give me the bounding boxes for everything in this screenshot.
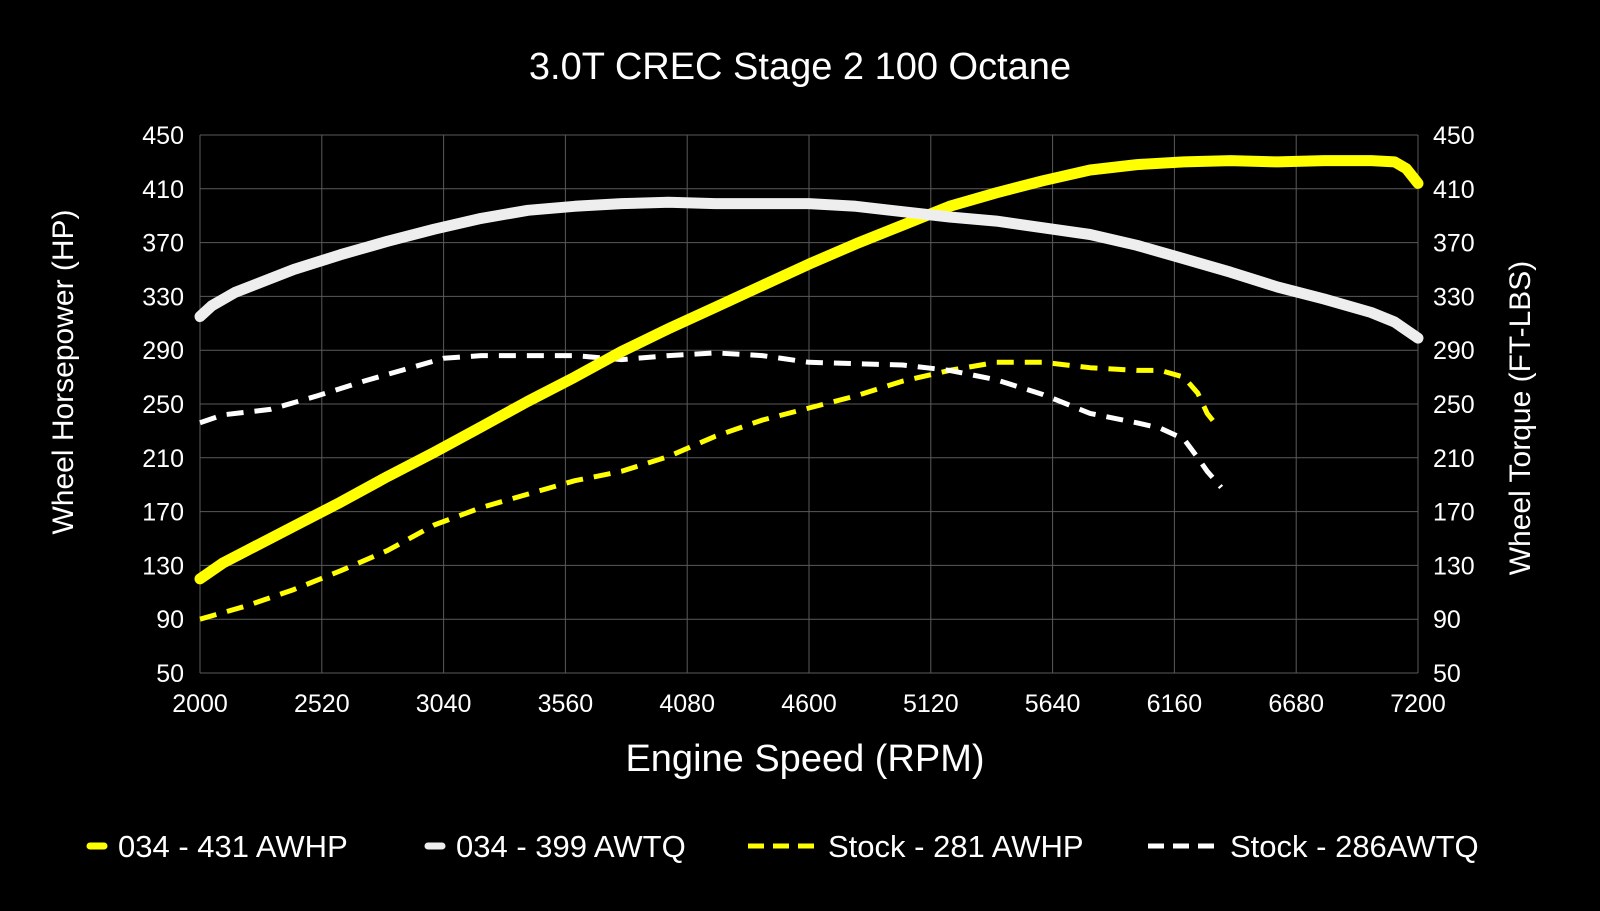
x-tick-label: 5120 — [903, 690, 959, 718]
y-tick-label-right: 250 — [1433, 391, 1475, 419]
legend: 034 - 431 AWHP 034 - 399 AWTQ Stock - 281 … — [86, 829, 1479, 864]
y-axis-right-ticks: 50 90 130 170 210 250 290 330 370 410 450 — [1433, 122, 1475, 688]
x-tick-label: 5640 — [1025, 690, 1081, 718]
y-tick-label-left: 330 — [142, 283, 184, 311]
y-tick-label-left: 130 — [142, 552, 184, 580]
series-line-2 — [194, 196, 1424, 344]
grid — [199, 134, 1419, 674]
y-tick-label-right: 130 — [1433, 552, 1475, 580]
y-tick-label-left: 250 — [142, 391, 184, 419]
x-tick-label: 6680 — [1268, 690, 1324, 718]
y-tick-label-right: 330 — [1433, 283, 1475, 311]
y-axis-right-label: Wheel Torque (FT-LBS) — [1504, 261, 1537, 576]
y-tick-label-right: 90 — [1433, 606, 1461, 634]
y-tick-label-right: 450 — [1433, 122, 1475, 150]
y-tick-label-right: 210 — [1433, 445, 1475, 473]
y-tick-label-right: 370 — [1433, 230, 1475, 258]
y-tick-label-left: 290 — [142, 337, 184, 365]
chart-title: 3.0T CREC Stage 2 100 Octane — [529, 46, 1071, 88]
x-tick-label: 2000 — [172, 690, 228, 718]
y-tick-label-left: 210 — [142, 445, 184, 473]
y-tick-label-left: 410 — [142, 176, 184, 204]
y-tick-label-left: 370 — [142, 230, 184, 258]
x-tick-label: 6160 — [1147, 690, 1203, 718]
x-tick-label: 4080 — [659, 690, 715, 718]
y-tick-label-left: 50 — [156, 660, 184, 688]
y-tick-label-left: 450 — [142, 122, 184, 150]
y-axis-left-label: Wheel Horsepower (HP) — [47, 209, 80, 534]
x-tick-label: 2520 — [294, 690, 350, 718]
y-tick-label-left: 170 — [142, 499, 184, 527]
x-axis-label: Engine Speed (RPM) — [625, 738, 984, 780]
y-tick-label-right: 170 — [1433, 499, 1475, 527]
series-lines — [194, 155, 1424, 622]
legend-label: Stock - 281 AWHP — [828, 829, 1084, 864]
y-tick-label-left: 90 — [156, 606, 184, 634]
x-tick-label: 3040 — [416, 690, 472, 718]
legend-label: 034 - 399 AWTQ — [456, 829, 686, 864]
series-line-3 — [199, 359, 1221, 622]
series-line-1 — [194, 155, 1424, 585]
x-tick-label: 4600 — [781, 690, 837, 718]
x-tick-label: 7200 — [1390, 690, 1446, 718]
series-line-4 — [199, 350, 1224, 490]
x-axis-ticks: 2000 2520 3040 3560 4080 4600 5120 5640 6160 6680… — [172, 690, 1446, 718]
y-tick-label-right: 290 — [1433, 337, 1475, 365]
legend-label: Stock - 286AWTQ — [1230, 829, 1479, 864]
y-tick-label-right: 410 — [1433, 176, 1475, 204]
y-axis-left-ticks: 50 90 130 170 210 250 290 330 370 410 450 — [142, 122, 184, 688]
legend-label: 034 - 431 AWHP — [118, 829, 348, 864]
y-tick-label-right: 50 — [1433, 660, 1461, 688]
x-tick-label: 3560 — [538, 690, 594, 718]
